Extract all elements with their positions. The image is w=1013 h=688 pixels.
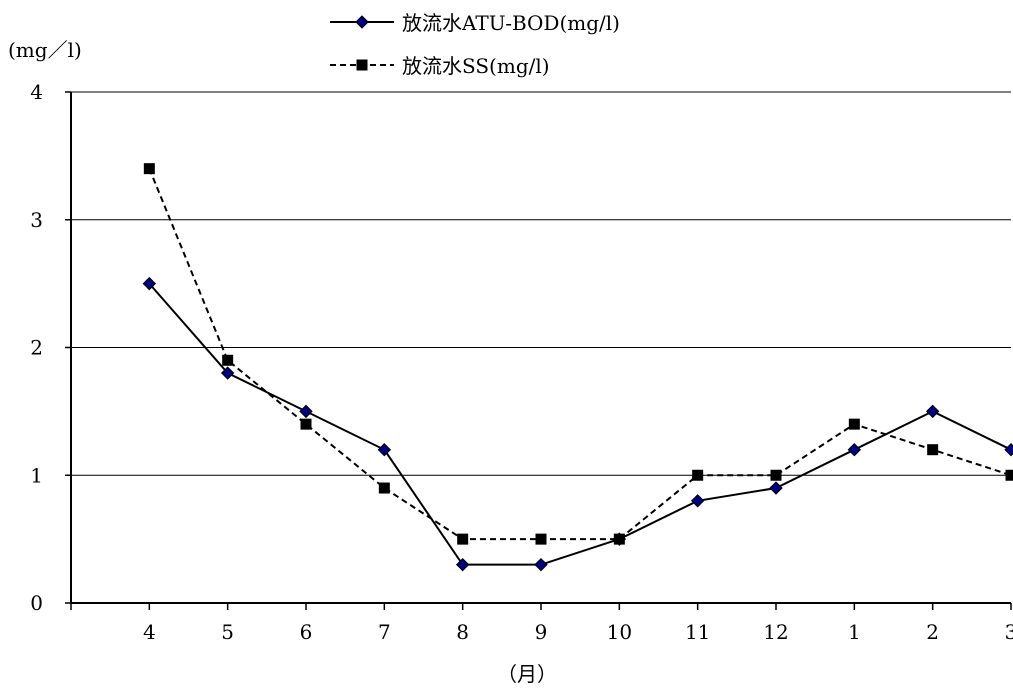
data-point-2 <box>770 469 782 481</box>
data-point-2 <box>457 533 469 545</box>
legend-swatch-marker <box>356 59 368 71</box>
x-tick-label: 6 <box>300 620 313 644</box>
legend: 放流水ATU-BOD(mg/l) 放流水SS(mg/l) <box>330 11 620 78</box>
data-point-2 <box>378 482 390 494</box>
x-tick-label: 4 <box>143 620 156 644</box>
y-tick-label: 1 <box>30 463 43 487</box>
x-axis-ticks: 4 5 6 7 8 9 10 11 12 1 2 3 <box>70 603 1013 644</box>
legend-label: 放流水ATU-BOD(mg/l) <box>402 11 620 35</box>
x-tick-label: 3 <box>1005 620 1013 644</box>
legend-label: 放流水SS(mg/l) <box>402 54 550 78</box>
x-tick-label: 12 <box>763 620 788 644</box>
data-point-2 <box>222 354 234 366</box>
x-tick-label: 5 <box>221 620 234 644</box>
y-tick-label: 3 <box>30 208 43 232</box>
legend-swatch-marker <box>355 15 369 29</box>
data-point-1 <box>1004 442 1013 457</box>
x-tick-label: 1 <box>848 620 861 644</box>
data-point-2 <box>300 418 312 430</box>
x-tick-label: 2 <box>926 620 939 644</box>
series-line-2 <box>148 168 1012 541</box>
y-tick-label: 0 <box>30 591 43 615</box>
y-tick-label: 4 <box>30 80 43 104</box>
data-point-2 <box>692 469 704 481</box>
data-point-1 <box>299 404 313 419</box>
x-tick-label: 7 <box>378 620 391 644</box>
data-point-2 <box>143 163 155 175</box>
y-tick-label: 2 <box>30 336 43 360</box>
data-point-1 <box>455 557 470 572</box>
x-tick-label: 8 <box>456 620 469 644</box>
grid-lines <box>71 91 1011 476</box>
data-point-2 <box>927 444 939 456</box>
data-point-1 <box>690 494 705 508</box>
data-point-1 <box>220 366 235 380</box>
data-point-2 <box>613 533 625 545</box>
data-point-1 <box>377 442 392 457</box>
data-point-1 <box>769 481 783 495</box>
data-point-1 <box>142 276 157 291</box>
data-point-2 <box>1005 469 1013 481</box>
data-point-1 <box>847 442 862 457</box>
y-axis-ticks: 0 1 2 3 4 <box>30 80 71 615</box>
x-tick-label: 10 <box>607 620 632 644</box>
data-point-1 <box>534 557 548 572</box>
y-axis-unit-label: (mg／l) <box>8 38 82 62</box>
data-point-2 <box>535 533 547 545</box>
data-point-1 <box>925 404 940 419</box>
x-axis-unit-label: （月） <box>497 662 557 686</box>
series-line-1 <box>148 282 1012 566</box>
x-tick-label: 9 <box>535 620 548 644</box>
data-point-2 <box>848 418 860 430</box>
x-tick-label: 11 <box>685 620 710 644</box>
series-layer <box>142 163 1013 572</box>
